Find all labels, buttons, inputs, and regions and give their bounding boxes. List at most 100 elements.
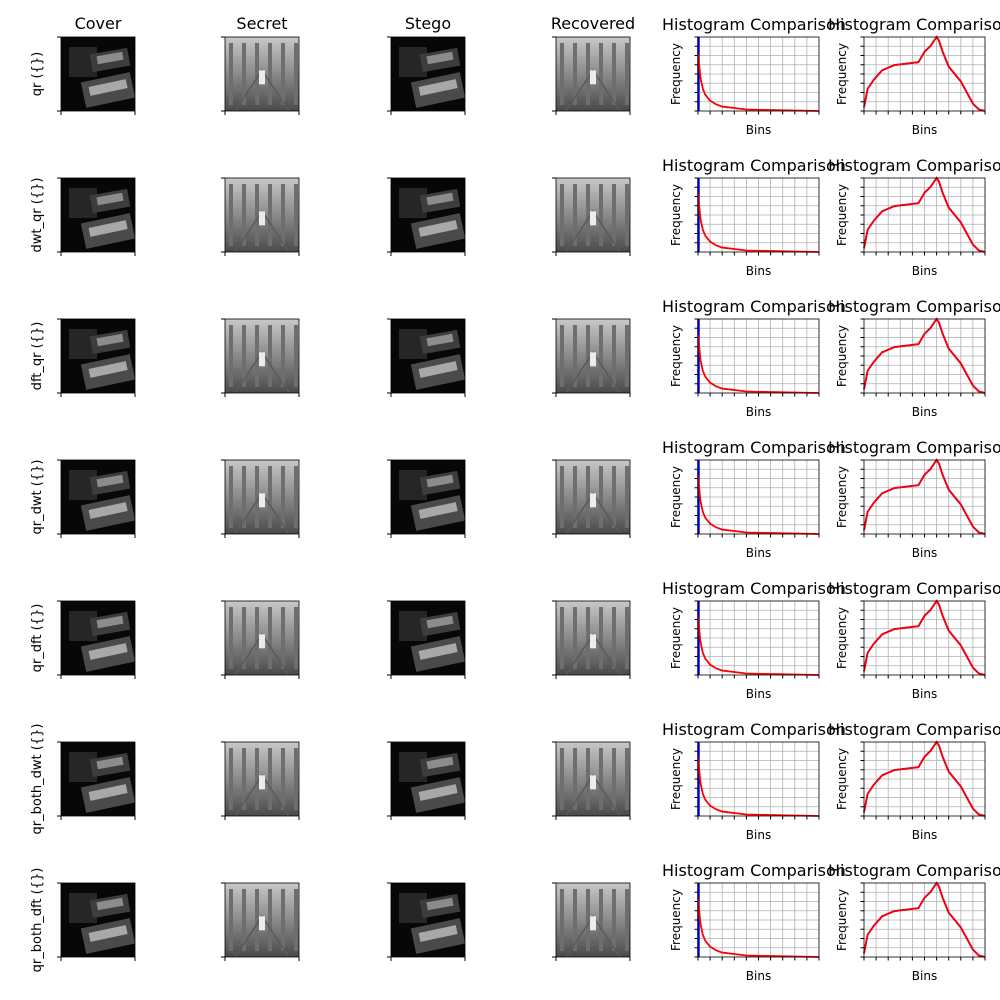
column-title: Cover <box>75 14 122 33</box>
x-axis-label: Bins <box>746 828 771 842</box>
image-highlight <box>96 474 124 488</box>
secret-image <box>552 318 631 397</box>
image-window <box>590 493 596 508</box>
image-highlight <box>88 502 128 519</box>
image-pillar <box>612 748 616 810</box>
plot-frame <box>863 36 986 112</box>
plot-frame <box>863 318 986 394</box>
x-axis-label: Bins <box>746 969 771 983</box>
stego-series-line <box>697 192 820 253</box>
image-window <box>590 70 596 85</box>
image-highlight <box>96 897 124 911</box>
y-axis-label: Frequency <box>835 325 849 387</box>
image-pillar <box>599 466 603 528</box>
recovered-series-line <box>863 740 986 817</box>
image-pillar <box>255 43 259 105</box>
image-highlight <box>418 784 458 801</box>
histogram-title: Histogram Comparison <box>828 15 1000 34</box>
row-label: qr ({}) <box>30 52 45 96</box>
image-pillar <box>229 748 233 810</box>
histogram-cover-stego: Histogram Comparison Bins Frequency <box>662 15 846 137</box>
image-pillar <box>242 466 246 528</box>
recovered-series-line <box>863 881 986 958</box>
y-axis-label: Frequency <box>835 43 849 105</box>
image-pillar <box>294 607 298 669</box>
image-pillar <box>242 889 246 951</box>
image-pillar <box>281 607 285 669</box>
image-pillar <box>268 466 272 528</box>
histogram-cover-stego: Histogram Comparison Bins Frequency <box>662 861 846 983</box>
x-axis-label: Bins <box>912 687 937 701</box>
secret-image <box>221 318 300 397</box>
cover-image <box>387 318 466 397</box>
image-highlight <box>426 897 454 911</box>
x-axis-label: Bins <box>912 828 937 842</box>
cover-image <box>387 177 466 256</box>
image-pillar <box>268 607 272 669</box>
image-pillar <box>255 325 259 387</box>
stego-series-line <box>697 333 820 394</box>
image-pillar <box>229 184 233 246</box>
image-pillar <box>586 889 590 951</box>
secret-image <box>221 741 300 820</box>
image-highlight <box>418 361 458 378</box>
image-frame <box>555 459 631 535</box>
row-label: qr_dft ({}) <box>30 604 45 673</box>
histogram-title: Histogram Comparison <box>828 720 1000 739</box>
histogram-title: Histogram Comparison <box>662 297 846 316</box>
image-frame <box>60 741 136 817</box>
histogram-secret-recovered: Histogram Comparison Bins Frequency <box>828 156 1000 278</box>
image-frame <box>390 459 466 535</box>
plot-frame <box>863 177 986 253</box>
cover-image <box>387 741 466 820</box>
histogram-cover-stego: Histogram Comparison Bins Frequency <box>662 579 846 701</box>
secret-image <box>552 459 631 538</box>
y-axis-label: Frequency <box>835 748 849 810</box>
image-pillar <box>586 748 590 810</box>
image-window <box>590 352 596 367</box>
rows: qr ({}) Histogram Comparison Bins Frequency… <box>30 15 1000 983</box>
figure-row: qr_dwt ({}) Histogram Comparison Bins Frequ… <box>30 438 1000 560</box>
plot-frame <box>697 882 820 958</box>
y-axis-label: Frequency <box>669 889 683 951</box>
image-pillar <box>229 607 233 669</box>
secret-image <box>221 600 300 679</box>
image-highlight <box>426 756 454 770</box>
image-frame <box>390 741 466 817</box>
image-pillar <box>294 184 298 246</box>
image-frame <box>60 318 136 394</box>
image-frame <box>555 318 631 394</box>
image-pillar <box>242 184 246 246</box>
histogram-secret-recovered: Histogram Comparison Bins Frequency <box>828 297 1000 419</box>
y-axis-label: Frequency <box>669 607 683 669</box>
image-pillar <box>281 184 285 246</box>
image-frame <box>224 36 300 112</box>
image-window <box>590 775 596 790</box>
histogram-title: Histogram Comparison <box>662 156 846 175</box>
image-pillar <box>294 889 298 951</box>
y-axis-label: Frequency <box>835 466 849 528</box>
image-pillar <box>268 889 272 951</box>
plot-frame <box>863 459 986 535</box>
image-pillar <box>268 748 272 810</box>
image-pillar <box>599 325 603 387</box>
cover-image <box>57 318 136 397</box>
secret-image <box>221 36 300 115</box>
histogram-cover-stego: Histogram Comparison Bins Frequency <box>662 156 846 278</box>
image-pillar <box>294 43 298 105</box>
image-pillar <box>625 889 629 951</box>
image-pillar <box>560 466 564 528</box>
image-pillar <box>294 325 298 387</box>
image-pillar <box>625 466 629 528</box>
y-axis-label: Frequency <box>835 889 849 951</box>
column-title: Secret <box>236 14 287 33</box>
image-window <box>259 70 265 85</box>
image-pillar <box>255 607 259 669</box>
y-axis-label: Frequency <box>669 748 683 810</box>
image-highlight <box>88 220 128 237</box>
cover-image <box>387 459 466 538</box>
image-pillar <box>281 748 285 810</box>
secret-image <box>552 600 631 679</box>
cover-image <box>57 741 136 820</box>
y-axis-label: Frequency <box>669 466 683 528</box>
